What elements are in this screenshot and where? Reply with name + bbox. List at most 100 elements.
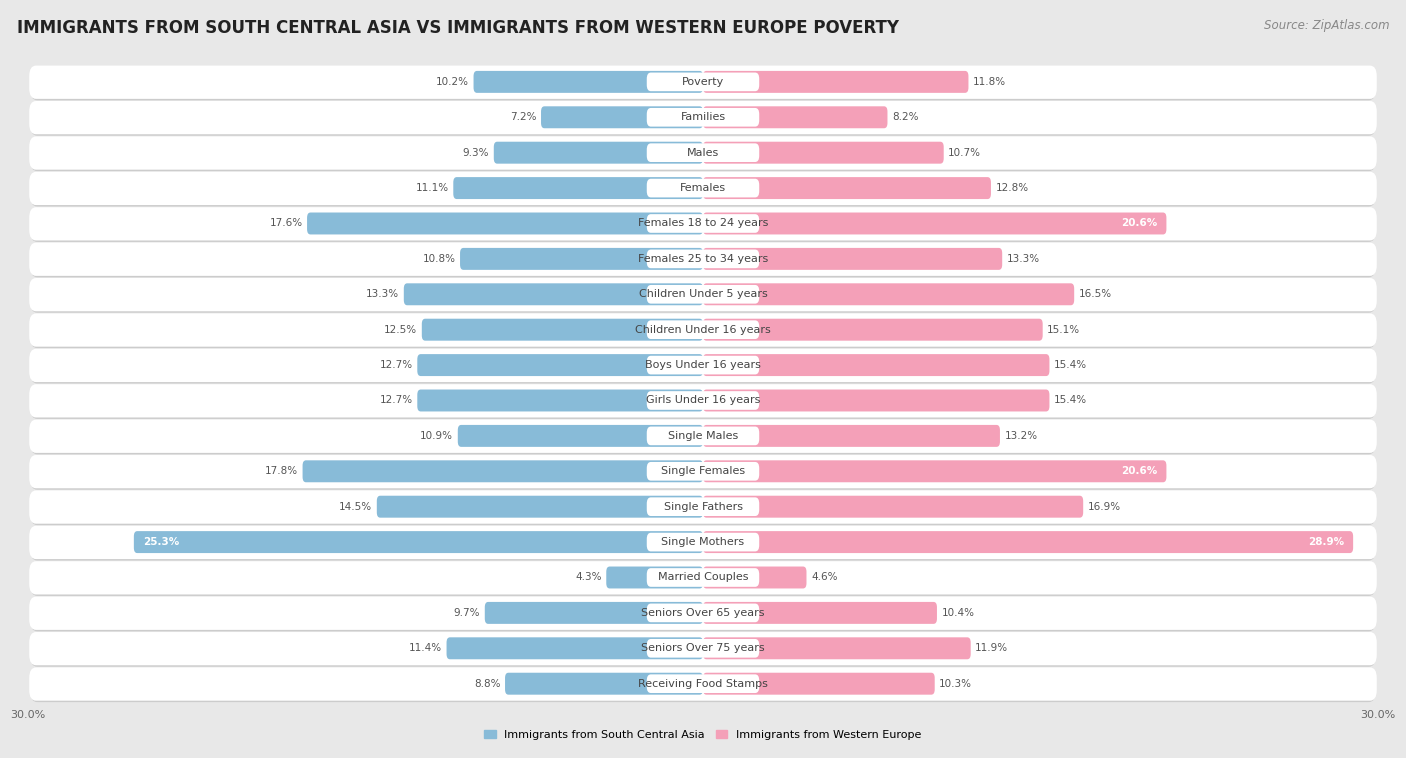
FancyBboxPatch shape [30, 101, 1376, 134]
Text: 9.3%: 9.3% [463, 148, 489, 158]
FancyBboxPatch shape [703, 637, 970, 659]
Text: 8.8%: 8.8% [474, 678, 501, 689]
FancyBboxPatch shape [541, 106, 703, 128]
FancyBboxPatch shape [30, 632, 1376, 666]
FancyBboxPatch shape [31, 421, 1375, 454]
FancyBboxPatch shape [30, 384, 1376, 418]
Text: Single Mothers: Single Mothers [661, 537, 745, 547]
FancyBboxPatch shape [703, 354, 1049, 376]
Text: 12.8%: 12.8% [995, 183, 1029, 193]
FancyBboxPatch shape [31, 349, 1375, 384]
FancyBboxPatch shape [31, 527, 1375, 560]
Text: Children Under 16 years: Children Under 16 years [636, 324, 770, 335]
FancyBboxPatch shape [458, 425, 703, 447]
FancyBboxPatch shape [31, 173, 1375, 206]
Text: 11.8%: 11.8% [973, 77, 1007, 87]
FancyBboxPatch shape [30, 526, 1376, 559]
FancyBboxPatch shape [647, 675, 759, 693]
Text: 10.9%: 10.9% [420, 431, 453, 441]
FancyBboxPatch shape [418, 390, 703, 412]
FancyBboxPatch shape [703, 460, 1167, 482]
FancyBboxPatch shape [703, 318, 1043, 340]
Text: 9.7%: 9.7% [454, 608, 481, 618]
FancyBboxPatch shape [647, 533, 759, 551]
FancyBboxPatch shape [647, 603, 759, 622]
FancyBboxPatch shape [703, 142, 943, 164]
Text: 10.8%: 10.8% [423, 254, 456, 264]
FancyBboxPatch shape [31, 385, 1375, 419]
Text: 17.6%: 17.6% [270, 218, 302, 228]
FancyBboxPatch shape [703, 71, 969, 93]
Text: 11.4%: 11.4% [409, 644, 441, 653]
FancyBboxPatch shape [647, 285, 759, 304]
FancyBboxPatch shape [647, 249, 759, 268]
Text: Single Females: Single Females [661, 466, 745, 476]
FancyBboxPatch shape [494, 142, 703, 164]
FancyBboxPatch shape [30, 490, 1376, 524]
Text: 4.3%: 4.3% [575, 572, 602, 582]
Text: Males: Males [688, 148, 718, 158]
FancyBboxPatch shape [30, 172, 1376, 205]
FancyBboxPatch shape [31, 243, 1375, 277]
FancyBboxPatch shape [647, 215, 759, 233]
FancyBboxPatch shape [703, 177, 991, 199]
FancyBboxPatch shape [647, 568, 759, 587]
Text: 10.4%: 10.4% [942, 608, 974, 618]
FancyBboxPatch shape [422, 318, 703, 340]
FancyBboxPatch shape [31, 102, 1375, 136]
FancyBboxPatch shape [703, 673, 935, 694]
Text: 20.6%: 20.6% [1121, 218, 1157, 228]
Text: Single Males: Single Males [668, 431, 738, 441]
Text: 7.2%: 7.2% [510, 112, 537, 122]
FancyBboxPatch shape [647, 143, 759, 162]
FancyBboxPatch shape [30, 243, 1376, 276]
FancyBboxPatch shape [647, 73, 759, 91]
Text: 11.9%: 11.9% [976, 644, 1008, 653]
Text: 10.7%: 10.7% [948, 148, 981, 158]
FancyBboxPatch shape [31, 137, 1375, 171]
FancyBboxPatch shape [647, 462, 759, 481]
FancyBboxPatch shape [30, 313, 1376, 346]
FancyBboxPatch shape [453, 177, 703, 199]
Text: 16.9%: 16.9% [1088, 502, 1121, 512]
Text: Girls Under 16 years: Girls Under 16 years [645, 396, 761, 406]
FancyBboxPatch shape [30, 66, 1376, 99]
FancyBboxPatch shape [703, 248, 1002, 270]
FancyBboxPatch shape [30, 420, 1376, 453]
FancyBboxPatch shape [30, 278, 1376, 312]
Text: Source: ZipAtlas.com: Source: ZipAtlas.com [1264, 19, 1389, 32]
Text: IMMIGRANTS FROM SOUTH CENTRAL ASIA VS IMMIGRANTS FROM WESTERN EUROPE POVERTY: IMMIGRANTS FROM SOUTH CENTRAL ASIA VS IM… [17, 19, 898, 37]
Text: 10.3%: 10.3% [939, 678, 972, 689]
Text: 12.7%: 12.7% [380, 360, 413, 370]
FancyBboxPatch shape [703, 602, 936, 624]
Text: Children Under 5 years: Children Under 5 years [638, 290, 768, 299]
FancyBboxPatch shape [377, 496, 703, 518]
FancyBboxPatch shape [31, 66, 1375, 100]
Text: Females: Females [681, 183, 725, 193]
Legend: Immigrants from South Central Asia, Immigrants from Western Europe: Immigrants from South Central Asia, Immi… [479, 725, 927, 744]
FancyBboxPatch shape [703, 212, 1167, 234]
Text: 8.2%: 8.2% [891, 112, 918, 122]
FancyBboxPatch shape [307, 212, 703, 234]
Text: 13.2%: 13.2% [1004, 431, 1038, 441]
Text: 14.5%: 14.5% [339, 502, 373, 512]
FancyBboxPatch shape [647, 639, 759, 658]
FancyBboxPatch shape [31, 456, 1375, 490]
FancyBboxPatch shape [505, 673, 703, 694]
FancyBboxPatch shape [485, 602, 703, 624]
FancyBboxPatch shape [30, 207, 1376, 240]
FancyBboxPatch shape [30, 597, 1376, 630]
FancyBboxPatch shape [647, 427, 759, 445]
FancyBboxPatch shape [647, 497, 759, 516]
Text: 13.3%: 13.3% [1007, 254, 1040, 264]
Text: 17.8%: 17.8% [264, 466, 298, 476]
FancyBboxPatch shape [647, 321, 759, 339]
FancyBboxPatch shape [134, 531, 703, 553]
Text: Seniors Over 75 years: Seniors Over 75 years [641, 644, 765, 653]
Text: 4.6%: 4.6% [811, 572, 838, 582]
Text: 20.6%: 20.6% [1121, 466, 1157, 476]
Text: 28.9%: 28.9% [1308, 537, 1344, 547]
Text: 12.7%: 12.7% [380, 396, 413, 406]
FancyBboxPatch shape [703, 106, 887, 128]
FancyBboxPatch shape [31, 633, 1375, 667]
